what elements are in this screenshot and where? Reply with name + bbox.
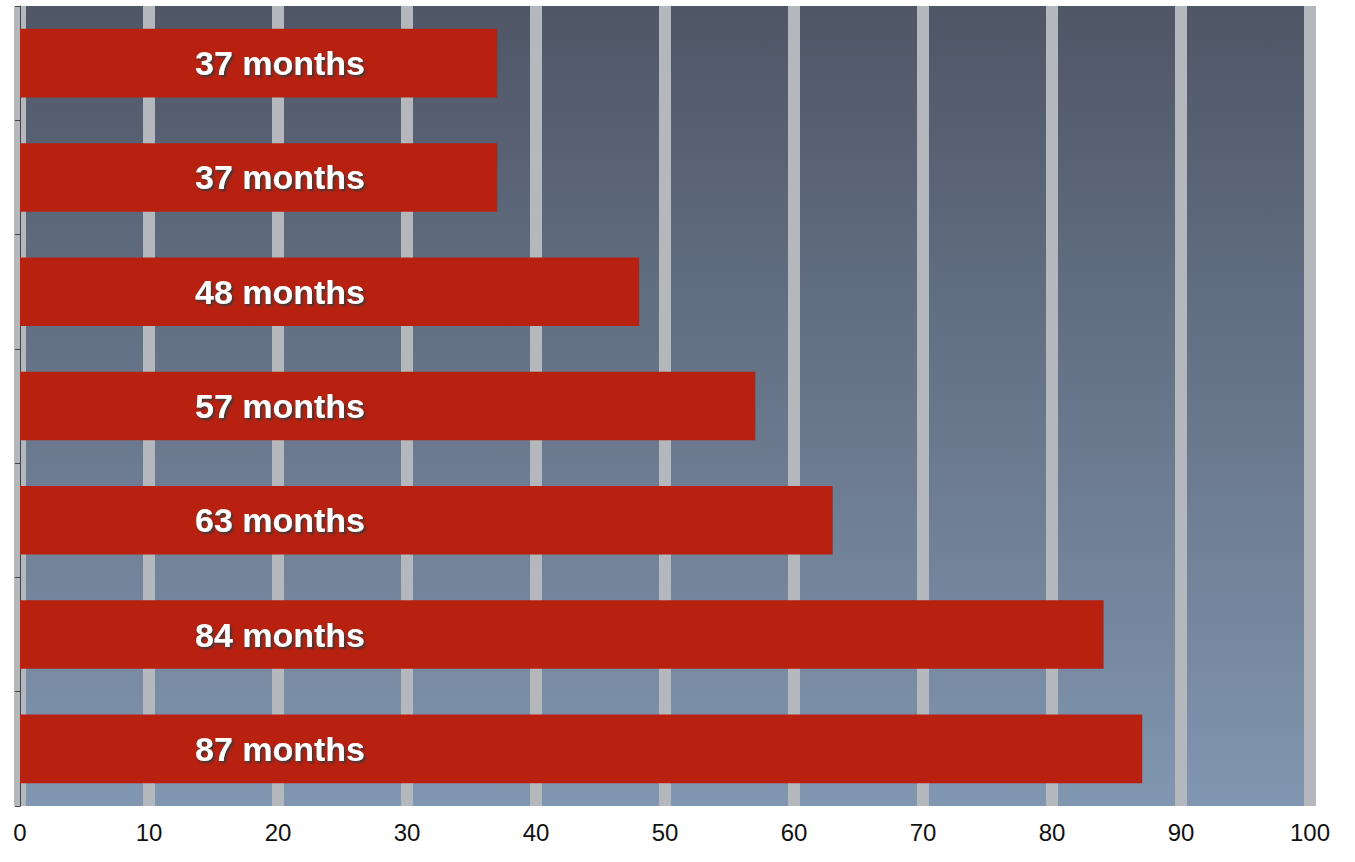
svg-text:48 months: 48 months [195,273,365,311]
svg-text:37 months: 37 months [195,44,365,82]
svg-text:37 months: 37 months [195,158,365,196]
svg-text:40: 40 [523,819,550,846]
svg-text:0: 0 [13,819,26,846]
svg-text:10: 10 [136,819,163,846]
svg-text:84 months: 84 months [195,616,365,654]
svg-text:20: 20 [265,819,292,846]
svg-text:80: 80 [1039,819,1066,846]
svg-text:90: 90 [1168,819,1195,846]
svg-text:60: 60 [781,819,808,846]
svg-text:30: 30 [394,819,421,846]
svg-text:57 months: 57 months [195,387,365,425]
svg-text:87 months: 87 months [195,730,365,768]
svg-text:63 months: 63 months [195,501,365,539]
svg-text:70: 70 [910,819,937,846]
svg-text:100: 100 [1290,819,1330,846]
svg-text:50: 50 [652,819,679,846]
